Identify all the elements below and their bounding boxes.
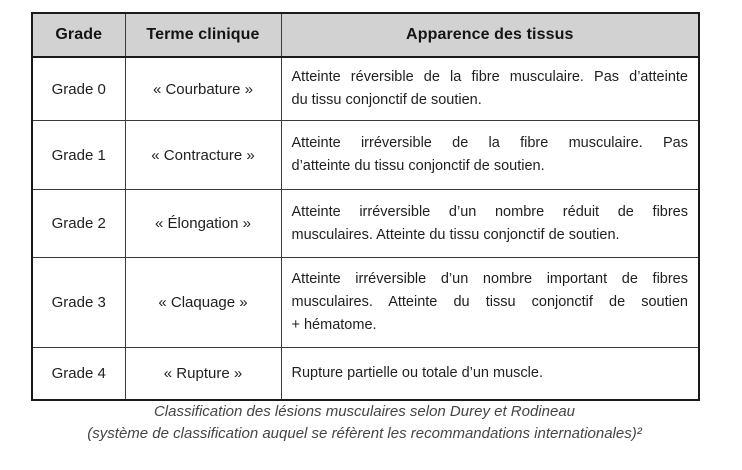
table-row: Grade 4 « Rupture » Rupture partielle ou t… <box>31 347 700 401</box>
description-line: d’atteinte du tissu conjonctif de soutie… <box>291 158 545 174</box>
description-line: Atteinte irréversible d’un nombre réduit… <box>291 203 689 220</box>
description-line: + hématome. <box>291 317 377 333</box>
description-line: Atteinte irréversible d’un nombre import… <box>291 271 689 287</box>
table-row: Grade 0 « Courbature » Atteinte réversible… <box>31 56 700 121</box>
description-cell: Atteinte réversible de la fibre musculai… <box>280 56 700 121</box>
grade-cell: Grade 1 <box>31 120 126 190</box>
description-cell: Atteinte irréversible d’un nombre import… <box>280 257 700 348</box>
description-cell: Atteinte irréversible de la fibre muscul… <box>280 120 700 190</box>
grade-cell: Grade 2 <box>31 189 126 258</box>
description-line: Atteinte irréversible de la fibre muscul… <box>291 135 689 151</box>
description-line: du tissu conjonctif de soutien. <box>291 92 482 108</box>
table-caption: Classification des lésions musculaires s… <box>31 401 698 445</box>
description-line: musculaires. Atteinte du tissu conjoncti… <box>291 226 620 243</box>
description-cell: Atteinte irréversible d’un nombre réduit… <box>280 189 700 258</box>
description-cell: Rupture partielle ou totale d’un muscle. <box>280 347 700 401</box>
grade-cell: Grade 3 <box>31 257 126 348</box>
grade-cell: Grade 4 <box>31 347 126 401</box>
description-line: musculaires. Atteinte du tissu conjoncti… <box>291 294 689 310</box>
table-body: Grade 0 « Courbature » Atteinte réversible… <box>31 56 700 401</box>
column-header-apparence-des-tissus: Apparence des tissus <box>280 12 700 58</box>
table-header: Grade Terme clinique Apparence des tissu… <box>31 12 700 58</box>
clinical-term-cell: « Courbature » <box>124 56 282 121</box>
header-row: Grade Terme clinique Apparence des tissu… <box>31 12 700 58</box>
clinical-term-cell: « Claquage » <box>124 257 282 348</box>
column-header-terme-clinique: Terme clinique <box>124 12 282 58</box>
table-row: Grade 2 « Élongation » Atteinte irréversib… <box>31 189 700 258</box>
clinical-term-cell: « Élongation » <box>124 189 282 258</box>
caption-line-1: Classification des lésions musculaires s… <box>153 403 576 420</box>
column-header-grade: Grade <box>31 12 126 58</box>
description-line: Rupture partielle ou totale d’un muscle. <box>291 365 543 381</box>
caption-line-2: (système de classification auquel se réf… <box>87 425 642 442</box>
table-row: Grade 3 « Claquage » Atteinte irréversible… <box>31 257 700 348</box>
grade-cell: Grade 0 <box>31 56 126 121</box>
description-line: Atteinte réversible de la fibre musculai… <box>291 69 689 85</box>
clinical-term-cell: « Rupture » <box>124 347 282 401</box>
classification-table: Grade Terme clinique Apparence des tissu… <box>31 12 700 401</box>
table-row: Grade 1 « Contracture » Atteinte irréversi… <box>31 120 700 190</box>
clinical-term-cell: « Contracture » <box>124 120 282 190</box>
